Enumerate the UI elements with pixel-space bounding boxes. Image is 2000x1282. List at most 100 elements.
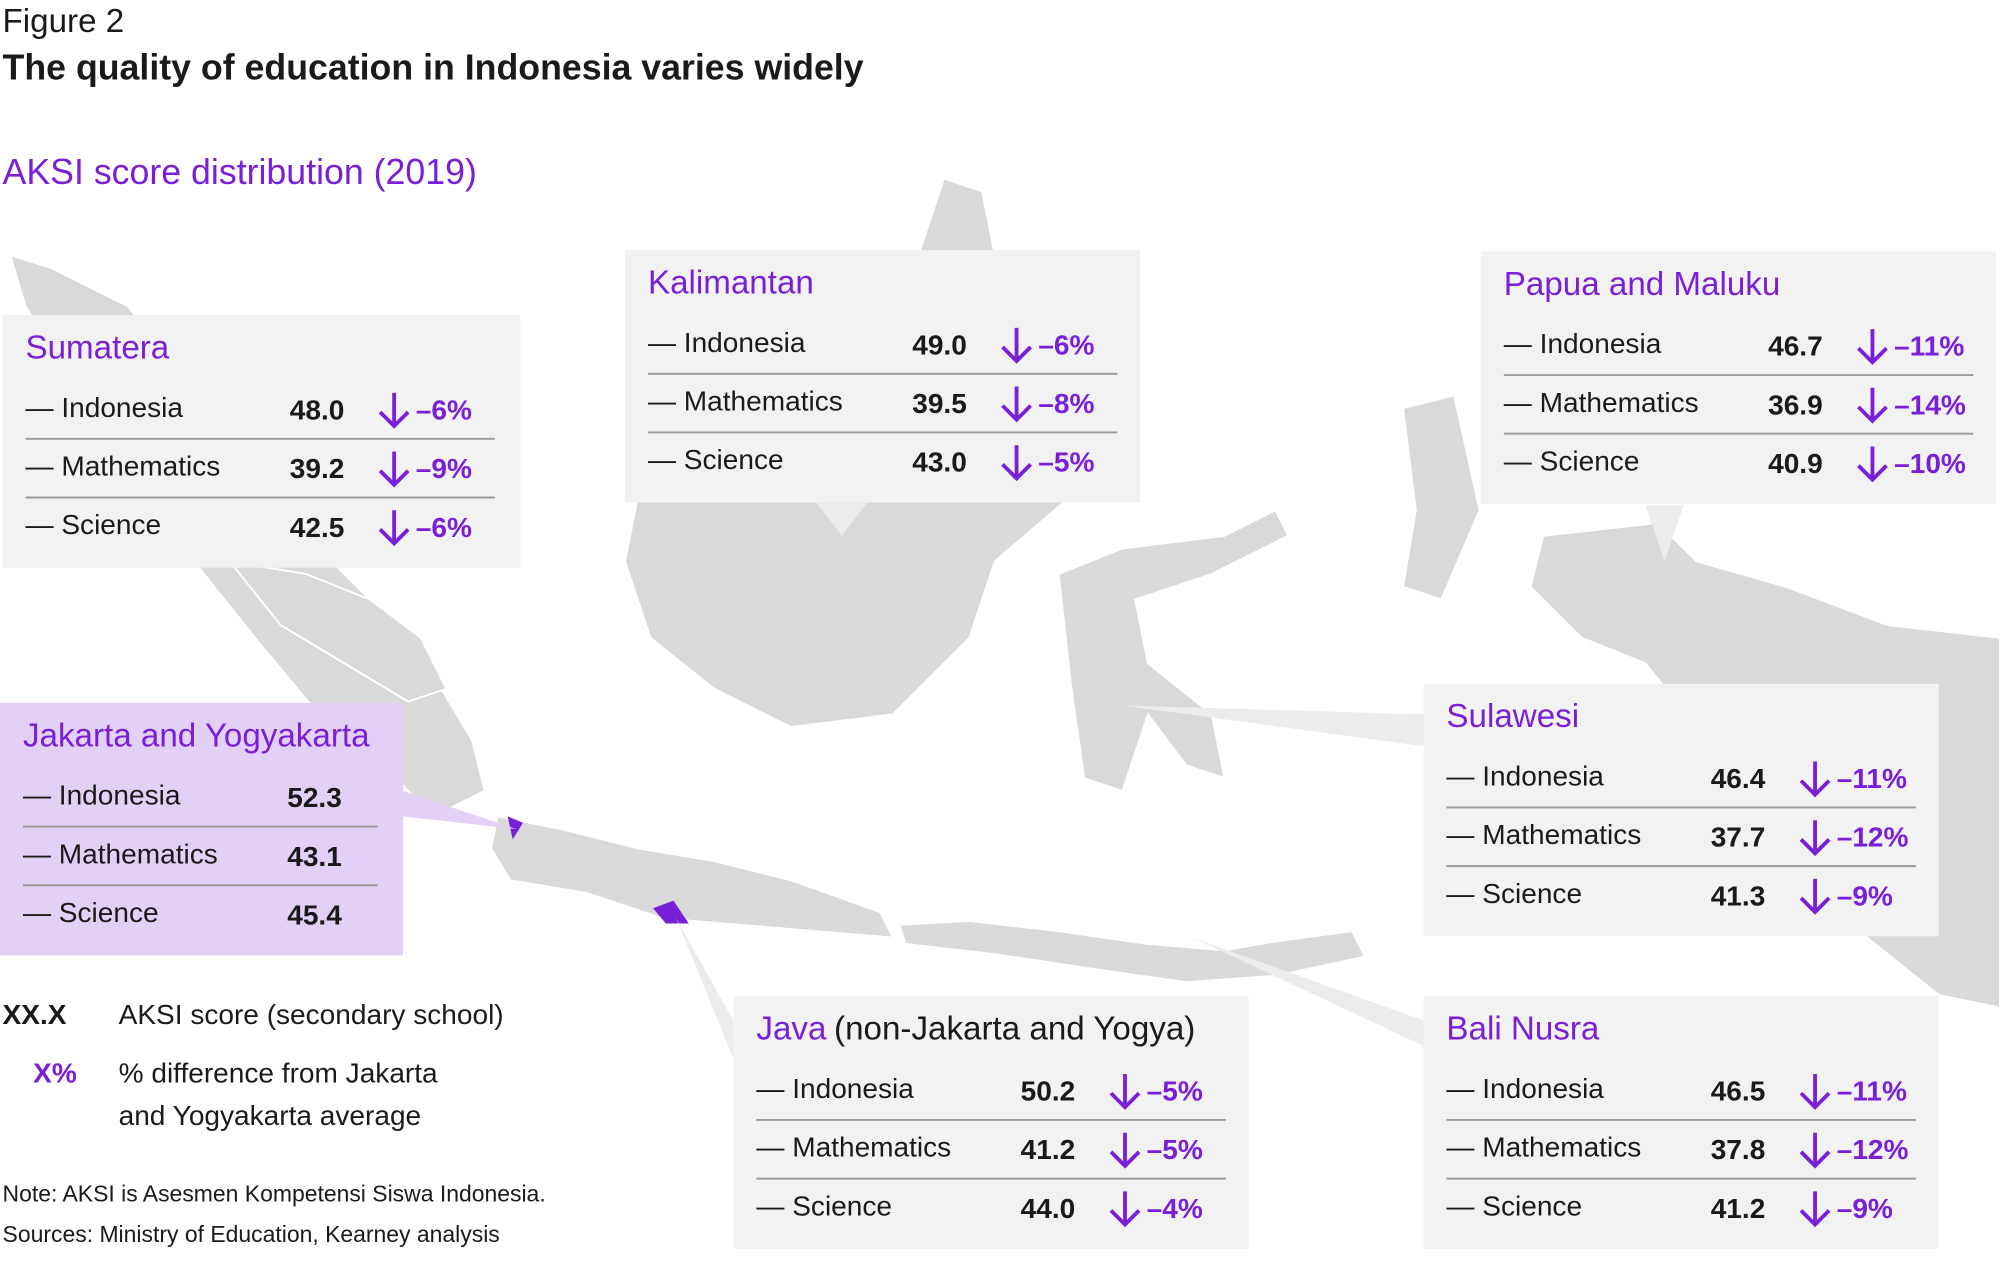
- box-background: [0, 702, 404, 956]
- difference: –6%: [1038, 329, 1094, 360]
- down-arrow: [1799, 878, 1831, 915]
- subject: — Science: [1504, 445, 1640, 476]
- down-arrow: [1001, 445, 1032, 482]
- score: 41.2: [1021, 1134, 1076, 1165]
- legend-diff-text: % difference from Jakarta: [119, 1058, 438, 1089]
- difference: –6%: [416, 394, 472, 425]
- legend-score-text: AKSI score (secondary school): [119, 999, 504, 1030]
- difference: –10%: [1894, 448, 1966, 479]
- difference: –4%: [1147, 1193, 1203, 1224]
- subject: — Science: [756, 1190, 892, 1221]
- difference: –5%: [1147, 1134, 1203, 1165]
- score: 40.9: [1768, 448, 1823, 479]
- down-arrow: [378, 510, 410, 547]
- difference: –5%: [1038, 447, 1094, 478]
- score: 37.8: [1711, 1134, 1766, 1165]
- subject: — Mathematics: [1504, 387, 1699, 418]
- region-name: Kalimantan: [648, 264, 814, 301]
- difference: –6%: [416, 512, 472, 543]
- region-name: Bali Nusra: [1446, 1010, 1600, 1047]
- box-background: [733, 996, 1249, 1249]
- score: 41.2: [1711, 1193, 1766, 1224]
- down-arrow: [1857, 387, 1888, 424]
- down-arrow: [1799, 820, 1831, 857]
- subject: — Indonesia: [648, 327, 806, 358]
- down-arrow: [1109, 1074, 1141, 1110]
- box-background: [625, 250, 1141, 503]
- region-name-suffix: (non-Jakarta and Yogya): [834, 1010, 1195, 1047]
- score: 41.3: [1711, 880, 1766, 911]
- java: [490, 815, 895, 939]
- subject: — Indonesia: [23, 780, 181, 811]
- connector: [676, 918, 734, 1059]
- nusa-tenggara: [897, 920, 1367, 984]
- score: 46.7: [1768, 331, 1823, 362]
- down-arrow: [378, 392, 410, 429]
- down-arrow: [1109, 1191, 1141, 1228]
- difference: –11%: [1837, 763, 1907, 794]
- down-arrow: [1857, 446, 1888, 483]
- subject: — Indonesia: [1446, 1073, 1604, 1104]
- difference: –9%: [1837, 880, 1893, 911]
- difference: –9%: [1837, 1193, 1893, 1224]
- down-arrow: [1799, 1074, 1831, 1110]
- region-box: Sulawesi — Indonesia 46.4 –11% — Mathematics…: [1423, 683, 1939, 937]
- title: The quality of education in Indonesia va…: [3, 48, 864, 88]
- difference: –5%: [1147, 1076, 1203, 1107]
- subject: — Mathematics: [1446, 1132, 1641, 1163]
- score: 39.2: [290, 453, 345, 484]
- legend-score-sample: XX.X: [3, 999, 67, 1030]
- score: 45.4: [287, 900, 342, 931]
- difference: –12%: [1837, 822, 1909, 853]
- subject: — Science: [1446, 878, 1582, 909]
- subject: — Indonesia: [1504, 328, 1662, 359]
- region-name-main: Java: [756, 1010, 827, 1047]
- subject: — Science: [648, 444, 784, 475]
- region-name: Jakarta and Yogyakarta: [23, 717, 370, 754]
- subject: — Mathematics: [23, 838, 218, 869]
- down-arrow: [1799, 1191, 1831, 1228]
- box-background: [1423, 996, 1939, 1249]
- region-box: Sumatera — Indonesia 48.0 –6% — Mathematics 3…: [2, 315, 521, 568]
- subtitle: AKSI score distribution (2019): [3, 152, 477, 192]
- down-arrow: [1001, 386, 1032, 423]
- region-name: Java (non-Jakarta and Yogya): [756, 1010, 1195, 1047]
- down-arrow: [1799, 1132, 1831, 1169]
- sources: Sources: Ministry of Education, Kearney …: [3, 1221, 500, 1247]
- score: 37.7: [1711, 822, 1766, 853]
- connector: [403, 790, 517, 830]
- sulawesi: [1057, 508, 1290, 793]
- region-name: Papua and Maluku: [1504, 266, 1781, 303]
- down-arrow: [378, 451, 410, 488]
- score: 46.4: [1711, 763, 1766, 794]
- jakarta-highlight: [507, 816, 523, 840]
- difference: –11%: [1837, 1076, 1907, 1107]
- subject: — Science: [1446, 1190, 1582, 1221]
- difference: –11%: [1894, 331, 1964, 362]
- down-arrow: [1001, 327, 1032, 364]
- score: 43.1: [287, 841, 342, 872]
- region-name-main: Kalimantan: [648, 264, 814, 301]
- box-background: [1423, 683, 1939, 937]
- region-name-main: Jakarta and Yogyakarta: [23, 717, 370, 754]
- figure-label: Figure 2: [3, 3, 125, 40]
- subject: — Mathematics: [756, 1132, 951, 1163]
- region-box: Jakarta and Yogyakarta — Indonesia 52.3 — M…: [0, 702, 404, 956]
- region-name-main: Papua and Maluku: [1504, 266, 1781, 303]
- region-box: Java (non-Jakarta and Yogya) — Indonesia 50…: [733, 996, 1249, 1249]
- region-box: Bali Nusra — Indonesia 46.5 –11% — Mathemati…: [1423, 996, 1939, 1249]
- region-name-main: Sumatera: [26, 329, 170, 366]
- score: 36.9: [1768, 389, 1823, 420]
- difference: –14%: [1894, 389, 1966, 420]
- region-box: Kalimantan — Indonesia 49.0 –6% — Mathematic…: [625, 250, 1141, 503]
- maluku: [1401, 394, 1481, 601]
- subject: — Mathematics: [26, 451, 221, 482]
- region-name: Sumatera: [26, 329, 170, 366]
- score: 48.0: [290, 394, 345, 425]
- legend-diff-text: and Yogyakarta average: [119, 1100, 422, 1131]
- subject: — Mathematics: [648, 386, 843, 417]
- region-name-main: Bali Nusra: [1446, 1010, 1600, 1047]
- subject: — Indonesia: [1446, 761, 1604, 792]
- note: Note: AKSI is Asesmen Kompetensi Siswa I…: [3, 1180, 546, 1206]
